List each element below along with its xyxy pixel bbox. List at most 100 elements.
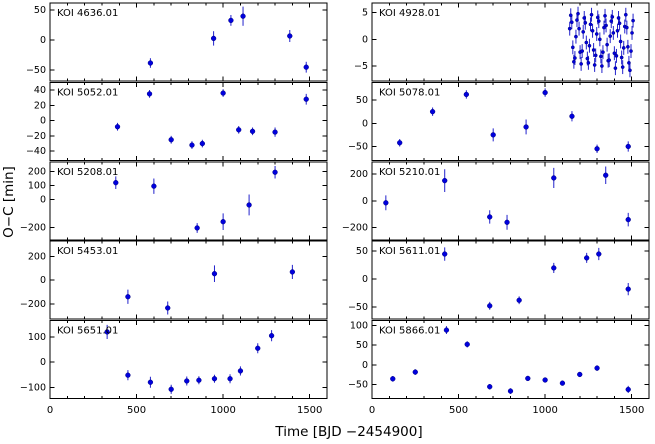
data-point [390,376,396,382]
x-tick-label: 0 [47,405,53,416]
y-tick-label: 0 [40,275,46,286]
data-point [228,17,234,24]
data-point [576,11,580,16]
y-tick-label: 0 [40,116,46,127]
data-series [113,165,278,233]
data-point [579,62,583,66]
data-point [592,63,597,67]
data-point [237,368,244,374]
x-tick-label: 1500 [619,405,644,416]
y-tick-label: 50 [356,95,368,106]
x-tick-label: 0 [369,405,375,416]
data-point [429,109,436,115]
y-tick-label: −50 [348,380,368,391]
data-point [272,129,278,135]
data-point [210,35,217,42]
data-point [551,175,557,181]
data-series [442,247,631,310]
data-point [113,180,119,186]
data-point [303,64,309,70]
y-tick-label: 100 [350,320,368,331]
y-tick-label: 50 [356,246,368,257]
data-point [594,365,600,371]
y-tick-label: 0 [362,360,368,371]
data-point [559,380,566,386]
data-point [303,96,309,102]
data-point [146,91,153,97]
x-tick-label: 500 [449,405,468,416]
data-point [287,33,293,39]
data-point [619,55,624,60]
panel-frame [49,2,328,82]
data-point [597,37,602,42]
data-point [596,19,601,24]
y-tick-label: −100 [20,382,46,393]
data-point [523,124,529,130]
data-point [165,305,171,311]
panel-koi-5208-01: −200 0 100 200 KOI 5208.01 [20,161,328,241]
panel-label: KOI 4636.01 [57,8,118,19]
data-point [620,65,625,69]
data-point [594,32,599,36]
data-point [220,90,226,96]
data-point [184,378,190,384]
data-point [504,219,510,225]
data-point [593,53,598,58]
data-point [569,113,575,119]
data-point [199,140,206,147]
data-point [596,251,602,257]
data-point [616,16,621,20]
panel-koi-5453-01: −200 0 200 KOI 5453.01 [20,240,328,320]
data-point [289,269,296,275]
data-point [582,16,587,20]
data-point [568,13,573,18]
y-tick-label: −200 [20,222,46,233]
data-point [608,34,613,38]
panel-koi-5210-01: −200 0 200 KOI 5210.01 [342,161,650,241]
data-point [609,19,614,24]
y-tick-label: 0 [40,35,46,46]
data-point [196,377,202,383]
data-point [584,255,590,261]
data-point [625,286,631,292]
data-point [631,18,635,23]
y-tick-label: 20 [34,100,46,111]
y-tick-label: 5 [362,8,368,19]
data-point [625,386,631,393]
data-point [573,56,577,60]
y-tick-label: −40 [26,146,46,157]
panel-label: KOI 5611.01 [379,246,440,257]
data-point [383,200,389,206]
panel-frame [49,81,328,161]
x-tick-label: 1000 [532,405,557,416]
data-point [551,265,557,271]
x-tick-label: 1500 [297,405,322,416]
data-point [599,54,603,59]
data-point [516,297,522,303]
y-tick-label: 200 [350,169,368,180]
y-tick-label: −50 [348,141,368,152]
data-point [463,91,470,98]
data-point [246,202,252,208]
data-point [614,54,619,58]
data-point [623,12,628,17]
data-point [125,372,131,378]
data-point [147,379,154,385]
y-tick-label: 0 [40,357,46,368]
data-point [249,128,256,134]
data-point [595,15,600,20]
data-series [390,326,631,394]
data-point [236,127,242,133]
data-point [625,216,631,223]
data-point [227,376,233,382]
data-point [487,384,493,390]
data-point [605,42,609,47]
data-point [587,43,592,48]
data-point [603,172,609,178]
data-point [594,146,600,152]
panel-frame [49,240,328,320]
data-point [211,376,218,382]
data-point [586,60,591,65]
data-point [575,18,579,22]
